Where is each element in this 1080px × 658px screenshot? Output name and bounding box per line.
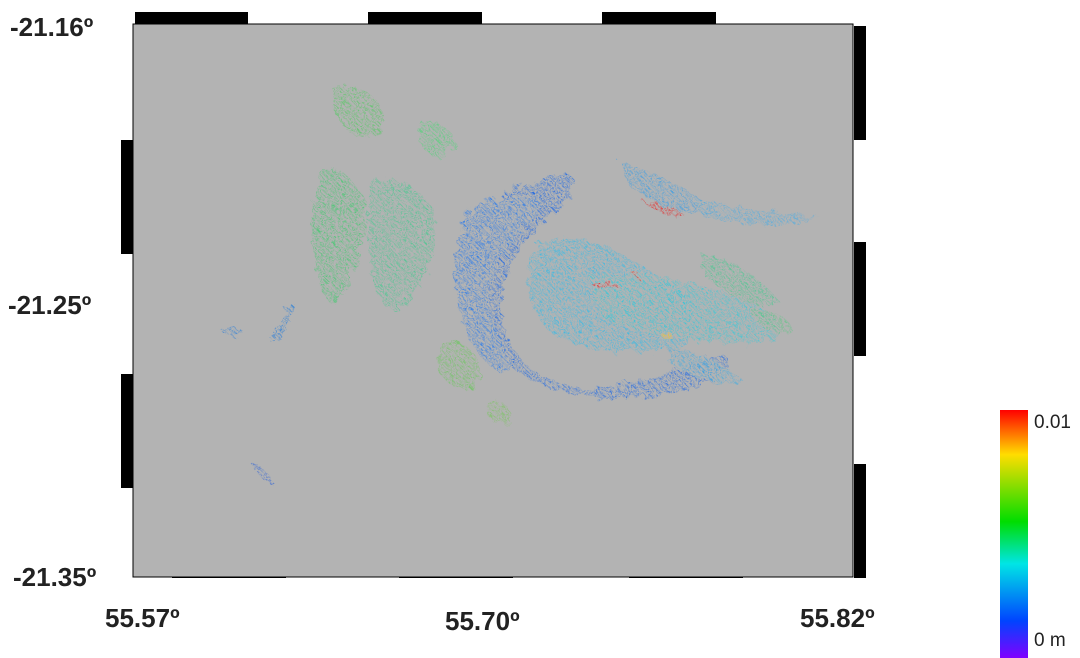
- map-svg: [121, 12, 866, 578]
- lon-tick-label: 55.57º: [105, 603, 180, 633]
- colorbar-min-label: 0 m: [1034, 630, 1066, 651]
- lon-tick-label: 55.70º: [445, 606, 520, 636]
- frame-ticks: [121, 12, 866, 578]
- map-frame: [120, 12, 867, 578]
- colorbar: [1000, 410, 1028, 658]
- lat-tick-label: -21.35º: [13, 562, 97, 592]
- lat-tick-label: -21.16º: [10, 12, 94, 42]
- lon-tick-label: 55.82º: [800, 603, 875, 633]
- deformation-pattern: [220, 86, 820, 484]
- lat-tick-label: -21.25º: [8, 290, 92, 320]
- colorbar-max-label: 0.01: [1034, 412, 1071, 433]
